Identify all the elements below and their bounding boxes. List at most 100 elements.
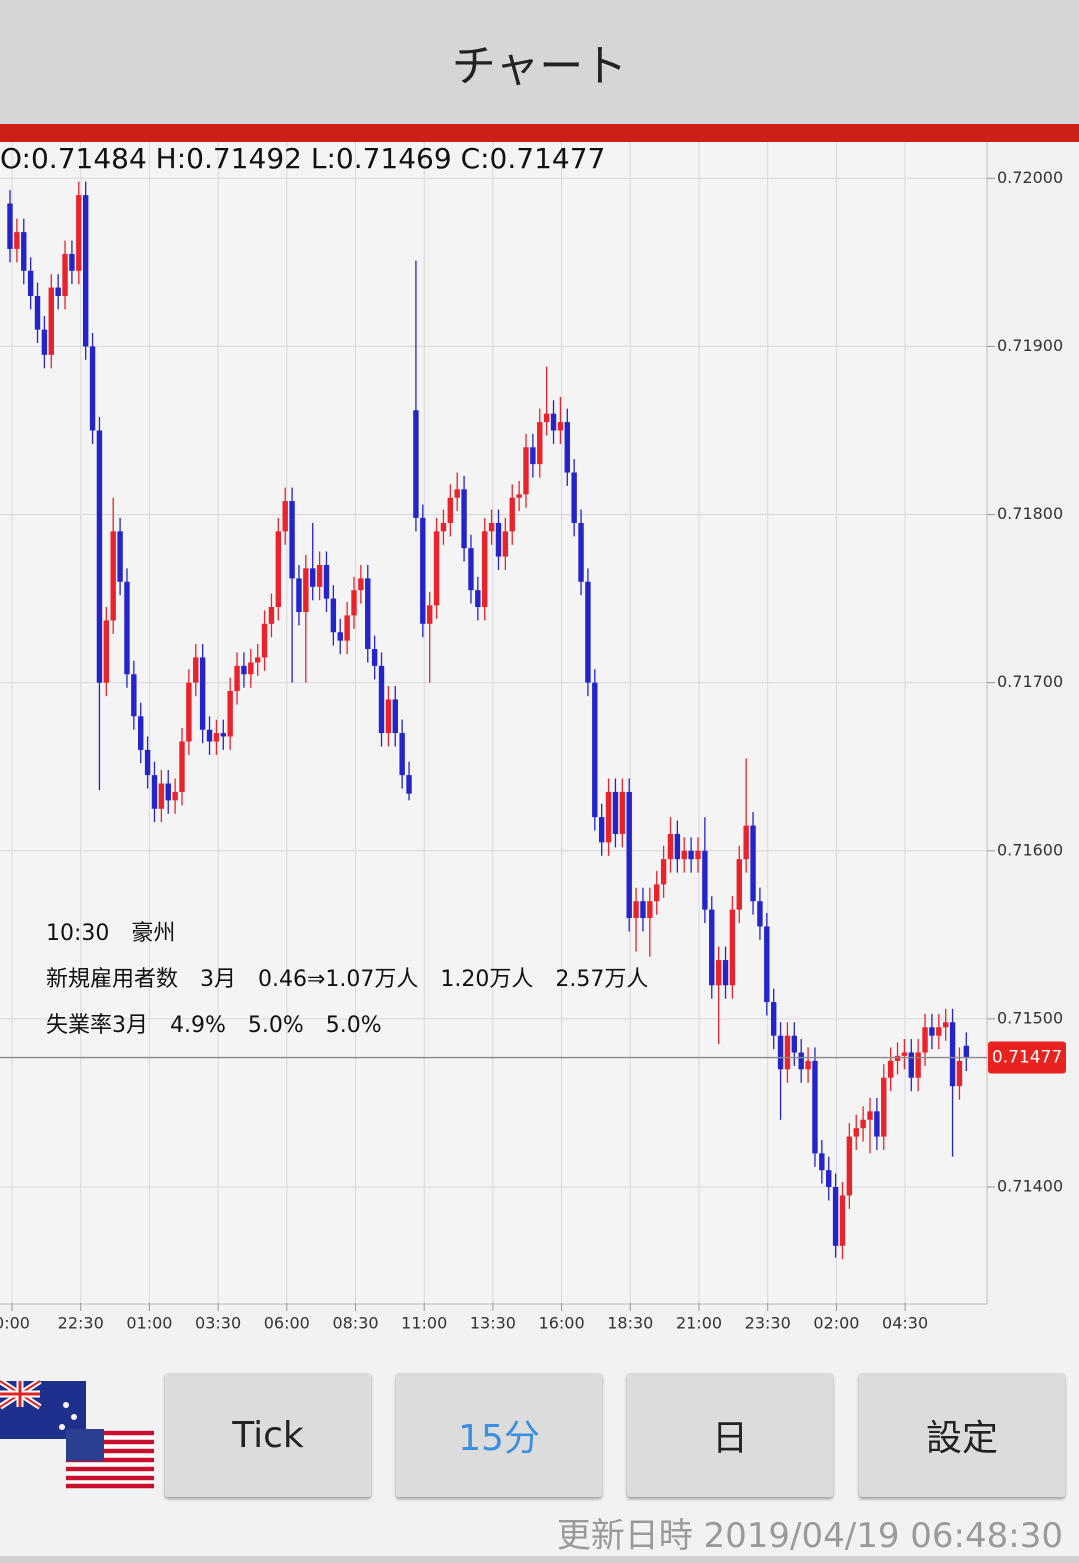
candle-body — [275, 531, 282, 607]
candle-body — [585, 581, 591, 683]
x-tick-label: 08:30 — [332, 1314, 378, 1333]
candle-body — [757, 901, 763, 927]
candle-body — [310, 568, 316, 587]
currency-flags — [0, 1378, 154, 1489]
settings-button[interactable]: 設定 — [859, 1373, 1065, 1497]
candle-body — [344, 615, 350, 641]
candle-body — [667, 833, 674, 860]
title-bar: チャート — [0, 0, 1079, 124]
candle-body — [89, 346, 96, 431]
candle-body — [839, 1195, 846, 1246]
candle-body — [578, 522, 584, 582]
candle-body — [261, 623, 268, 658]
x-tick-label: 22:30 — [58, 1314, 104, 1333]
candle-body — [289, 501, 295, 579]
candle-body — [605, 791, 612, 843]
plot-area — [0, 142, 987, 1304]
candle-body — [76, 195, 82, 271]
bottom-edge — [0, 1556, 1079, 1563]
candle-body — [337, 632, 343, 641]
candle-body — [537, 422, 543, 465]
event-annotation: 失業率3月 4.9% 5.0% 5.0% — [46, 1013, 382, 1038]
candle-body — [901, 1052, 908, 1056]
y-tick-label: 0.72000 — [997, 168, 1063, 187]
candle-body — [853, 1128, 859, 1137]
candle-body — [475, 590, 481, 607]
candle-body — [874, 1111, 880, 1137]
candle-body — [688, 850, 694, 860]
candle-body — [633, 901, 639, 919]
candle-body — [385, 699, 392, 734]
candle-body — [812, 1060, 818, 1154]
candle-body — [468, 548, 474, 591]
y-tick-label: 0.71700 — [997, 672, 1063, 691]
x-tick-label: 03:30 — [195, 1314, 241, 1333]
candle-body — [956, 1060, 963, 1087]
last-price-box — [988, 1041, 1066, 1074]
candle-body — [179, 741, 185, 792]
candle-body — [268, 607, 275, 624]
flag-star — [59, 1424, 65, 1430]
candle-body — [722, 960, 729, 986]
x-tick-label: 21:00 — [676, 1314, 722, 1333]
candle-body — [695, 850, 701, 860]
candle-body — [482, 531, 488, 607]
candle-body — [736, 859, 742, 910]
candle-body — [881, 1077, 887, 1137]
candle-body — [124, 581, 130, 675]
candle-body — [523, 447, 529, 495]
y-tick-label: 0.71400 — [997, 1177, 1063, 1196]
x-tick-label: 0:00 — [0, 1314, 30, 1333]
candle-body — [612, 791, 619, 834]
candle-body — [220, 733, 226, 737]
candle-body — [488, 522, 495, 532]
candle-body — [144, 749, 151, 776]
candle-body — [598, 817, 605, 843]
x-tick-label: 04:30 — [882, 1314, 928, 1333]
event-annotation: 10:30 豪州 — [46, 921, 175, 946]
accent-stripe — [0, 124, 1079, 142]
candle-body — [378, 665, 385, 734]
x-tick-label: 01:00 — [126, 1314, 172, 1333]
candle-body — [55, 287, 61, 296]
candle-body — [750, 825, 756, 902]
candle-body — [440, 522, 447, 532]
15min-button[interactable]: 15分 — [396, 1373, 602, 1497]
candle-body — [681, 850, 687, 860]
candle-body — [819, 1153, 825, 1171]
flag-stripes — [66, 1430, 154, 1489]
tick-button[interactable]: Tick — [165, 1373, 371, 1497]
day-button[interactable]: 日 — [627, 1373, 833, 1497]
candle-body — [894, 1055, 901, 1061]
candle-body — [798, 1052, 804, 1070]
candle-body — [867, 1111, 873, 1120]
candle-body — [41, 329, 48, 355]
candle-body — [426, 605, 433, 624]
y-tick-label: 0.71800 — [997, 504, 1063, 523]
candle-body — [791, 1035, 798, 1053]
x-tick-label: 06:00 — [264, 1314, 310, 1333]
candle-body — [14, 232, 20, 249]
candle-body — [619, 791, 626, 834]
candle-body — [908, 1052, 914, 1078]
candle-body — [550, 413, 557, 431]
candle-body — [193, 657, 199, 683]
candle-body — [660, 859, 667, 885]
candle-body — [509, 497, 515, 532]
candle-body — [399, 733, 405, 776]
x-tick-label: 02:00 — [813, 1314, 859, 1333]
candle-body — [7, 203, 13, 249]
candle-body — [942, 1022, 949, 1028]
candle-body — [213, 733, 220, 742]
candle-body — [949, 1022, 956, 1087]
screen-title: チャート — [451, 41, 628, 92]
candle-body — [158, 783, 165, 809]
candle-body — [887, 1060, 894, 1078]
candle-body — [495, 522, 502, 557]
candle-body — [626, 791, 632, 919]
candle-body — [832, 1187, 839, 1246]
candle-body — [936, 1027, 942, 1036]
candle-body — [282, 501, 288, 532]
candle-body — [227, 691, 233, 737]
